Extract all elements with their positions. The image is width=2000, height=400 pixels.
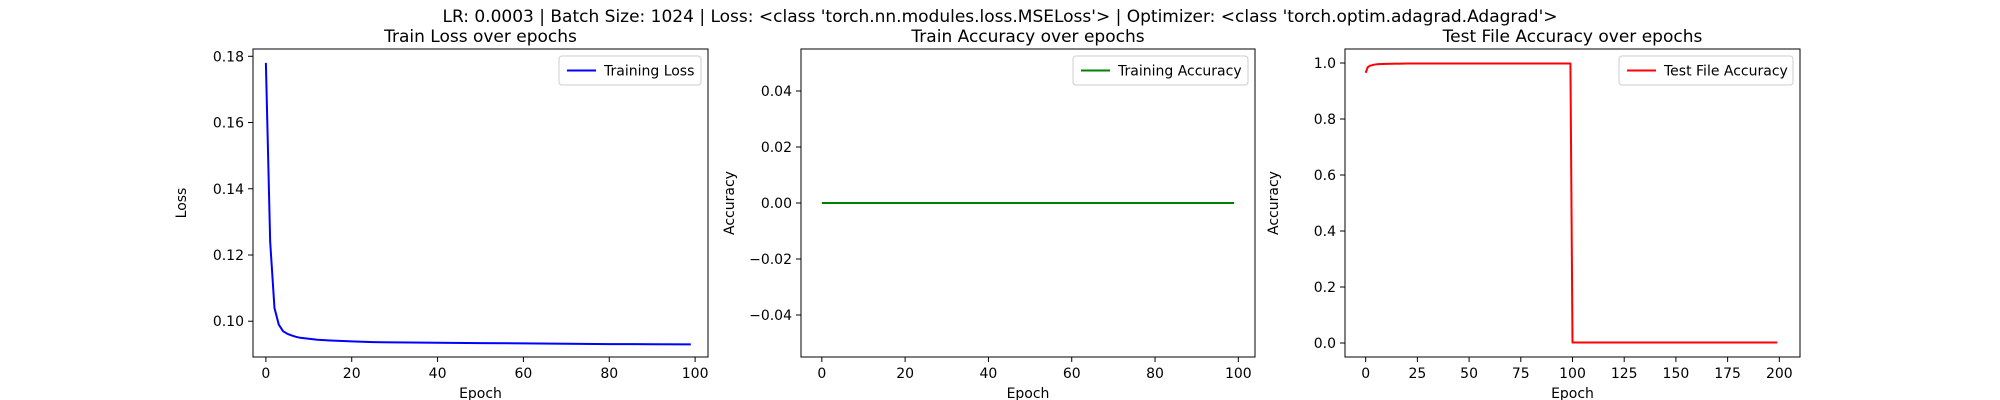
y-tick-label: 0.10 [213, 314, 244, 330]
x-tick-label: 0 [1361, 366, 1370, 382]
x-tick-label: 40 [429, 366, 447, 382]
subplots: Train Loss over epochs 0 20 40 60 80 100 0.10 0.… [174, 27, 1801, 400]
subplot-title: Test File Accuracy over epochs [1442, 27, 1703, 47]
y-tick-label: 0.16 [213, 116, 244, 132]
subplot-title: Train Loss over epochs [383, 27, 577, 47]
legend-box [558, 55, 702, 86]
x-tick-label: 20 [896, 366, 914, 382]
x-axis-label: Epoch [459, 386, 502, 400]
y-tick-label: 0.14 [213, 182, 244, 198]
legend: Test File Accuracy [1618, 55, 1794, 86]
y-tick-label: 0.2 [1314, 280, 1336, 296]
legend-label: Training Loss [603, 64, 694, 80]
y-tick-label: 0.6 [1314, 168, 1336, 184]
figure-suptitle: LR: 0.0003 | Batch Size: 1024 | Loss: <c… [442, 7, 1557, 27]
y-tick-label: 0.04 [761, 84, 792, 100]
y-tick-label: 1.0 [1314, 56, 1336, 72]
axes-frame [800, 48, 1256, 358]
y-axis-label: Loss [174, 188, 190, 219]
y-tick-label: 0.8 [1314, 112, 1336, 128]
x-tick-label: 60 [515, 366, 533, 382]
legend-box [1618, 55, 1794, 86]
y-tick-label: −0.04 [749, 308, 792, 324]
subplot-1: Train Loss over epochs 0 20 40 60 80 100 0.10 0.… [174, 27, 709, 400]
x-tick-label: 100 [682, 366, 709, 382]
x-tick-label: 40 [980, 366, 998, 382]
x-tick-label: 0 [261, 366, 270, 382]
legend-label: Training Accuracy [1117, 64, 1242, 80]
x-tick-label: 50 [1460, 366, 1478, 382]
legend: Training Accuracy [1072, 55, 1249, 86]
x-tick-label: 125 [1611, 366, 1638, 382]
y-tick-label: 0.0 [1314, 336, 1336, 352]
y-tick-label: 0.18 [213, 49, 244, 65]
y-tick-label: 0.4 [1314, 224, 1336, 240]
y-tick-label: −0.02 [749, 252, 792, 268]
y-tick-label: 0.00 [761, 196, 792, 212]
x-tick-label: 0 [817, 366, 826, 382]
legend-label: Test File Accuracy [1663, 64, 1788, 80]
series-line [1364, 62, 1778, 344]
subplot-2: Train Accuracy over epochs 0 20 40 60 80 100 −0… [722, 27, 1256, 400]
x-tick-label: 200 [1766, 366, 1793, 382]
x-tick-label: 150 [1663, 366, 1690, 382]
axes-frame [252, 48, 709, 358]
series-line [264, 62, 691, 346]
x-axis-label: Epoch [1007, 386, 1050, 400]
legend: Training Loss [558, 55, 702, 86]
x-axis-label: Epoch [1551, 386, 1594, 400]
x-tick-label: 80 [600, 366, 618, 382]
y-tick-label: 0.02 [761, 140, 792, 156]
x-tick-label: 20 [343, 366, 361, 382]
legend-box [1072, 55, 1249, 86]
x-tick-label: 25 [1408, 366, 1426, 382]
y-tick-label: 0.12 [213, 248, 244, 264]
subplot-3: Test File Accuracy over epochs 0 25 50 75 100… [1266, 27, 1801, 400]
x-tick-label: 100 [1225, 366, 1252, 382]
x-tick-label: 75 [1512, 366, 1530, 382]
subplot-title: Train Accuracy over epochs [910, 27, 1144, 47]
x-tick-label: 100 [1559, 366, 1586, 382]
y-axis-label: Accuracy [722, 171, 738, 235]
x-tick-label: 80 [1146, 366, 1164, 382]
axes-frame [1344, 48, 1801, 358]
x-tick-label: 60 [1063, 366, 1081, 382]
y-axis-label: Accuracy [1266, 171, 1282, 235]
x-tick-label: 175 [1714, 366, 1741, 382]
